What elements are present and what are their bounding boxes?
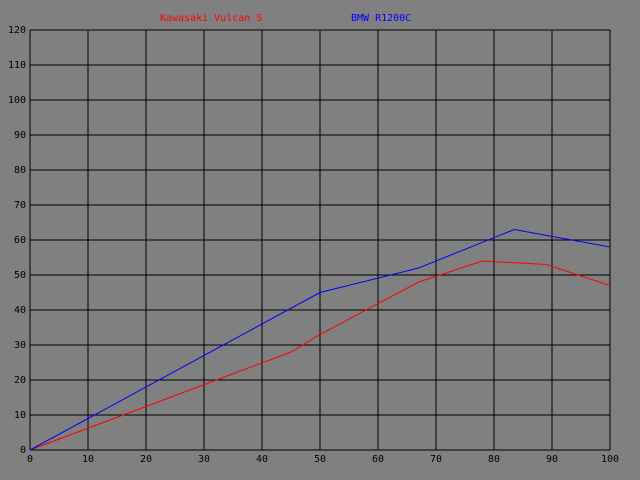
y-tick-label: 0	[20, 445, 26, 456]
x-tick-label: 80	[488, 454, 500, 465]
x-tick-label: 60	[372, 454, 384, 465]
x-tick-label: 70	[430, 454, 442, 465]
y-tick-label: 20	[14, 375, 26, 386]
x-tick-label: 50	[314, 454, 326, 465]
x-tick-label: 100	[601, 454, 619, 465]
x-tick-label: 20	[140, 454, 152, 465]
series-line	[29, 260, 611, 451]
x-tick-label: 10	[82, 454, 94, 465]
legend-label: Kawasaki Vulcan S	[160, 13, 262, 24]
y-tick-label: 90	[14, 130, 26, 141]
y-tick-label: 100	[8, 95, 26, 106]
y-tick-label: 40	[14, 305, 26, 316]
y-tick-label: 30	[14, 340, 26, 351]
y-tick-label: 50	[14, 270, 26, 281]
legend-label: BMW R1200C	[351, 13, 411, 24]
y-tick-label: 70	[14, 200, 26, 211]
x-tick-label: 90	[546, 454, 558, 465]
y-tick-label: 60	[14, 235, 26, 246]
y-tick-label: 80	[14, 165, 26, 176]
x-tick-label: 0	[27, 454, 33, 465]
x-tick-label: 30	[198, 454, 210, 465]
x-tick-label: 40	[256, 454, 268, 465]
y-tick-label: 10	[14, 410, 26, 421]
series-line	[29, 228, 611, 451]
y-tick-label: 110	[8, 60, 26, 71]
y-tick-label: 120	[8, 25, 26, 36]
